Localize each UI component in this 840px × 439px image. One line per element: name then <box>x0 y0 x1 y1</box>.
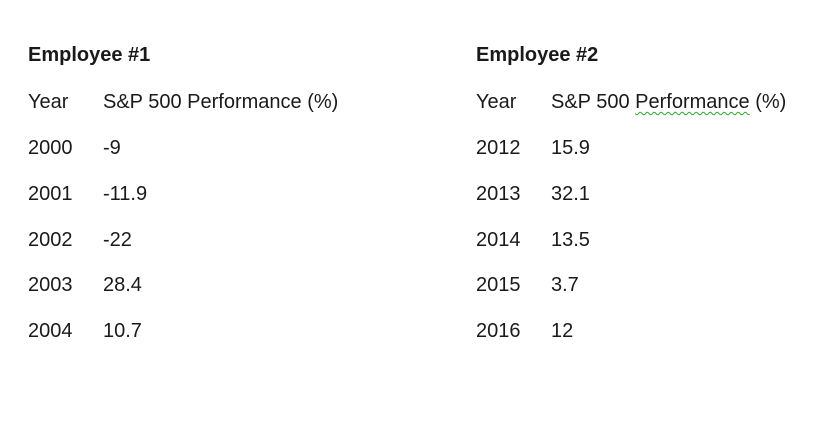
performance-cell: 12 <box>551 320 574 342</box>
performance-header: S&P 500 Performance (%) <box>103 91 339 113</box>
year-cell: 2000 <box>28 137 73 159</box>
year-cell: 2003 <box>28 274 73 296</box>
performance-header: S&P 500 Performance (%) <box>551 91 786 114</box>
performance-cell: 32.1 <box>551 183 590 205</box>
spellcheck-flagged-word: Performance <box>635 91 750 113</box>
performance-cell: 15.9 <box>551 137 590 159</box>
year-cell: 2002 <box>28 229 73 251</box>
performance-cell: -11.9 <box>103 183 148 205</box>
year-header: Year <box>28 91 69 113</box>
employee-1-table: Employee #1 Year S&P 500 Performance (%)… <box>28 44 339 342</box>
performance-cell: -22 <box>103 229 132 251</box>
performance-cell: 10.7 <box>103 320 142 342</box>
employee-1-title: Employee #1 <box>28 44 151 66</box>
performance-cell: 13.5 <box>551 229 590 251</box>
employee-2-table: Employee #2 Year S&P 500 Performance (%)… <box>448 0 840 439</box>
performance-header-suffix: (%) <box>749 91 787 113</box>
year-cell: 2016 <box>476 320 521 342</box>
year-cell: 2014 <box>476 229 521 251</box>
performance-cell: -9 <box>103 137 121 159</box>
year-cell: 2001 <box>28 183 73 205</box>
year-cell: 2015 <box>476 274 521 296</box>
year-cell: 2012 <box>476 137 521 159</box>
performance-cell: 28.4 <box>103 274 142 296</box>
performance-header-prefix: S&P 500 <box>551 91 636 113</box>
employee-2-title: Employee #2 <box>476 44 599 66</box>
year-header: Year <box>476 91 517 113</box>
year-cell: 2004 <box>28 320 73 342</box>
performance-cell: 3.7 <box>551 274 579 296</box>
year-cell: 2013 <box>476 183 521 205</box>
